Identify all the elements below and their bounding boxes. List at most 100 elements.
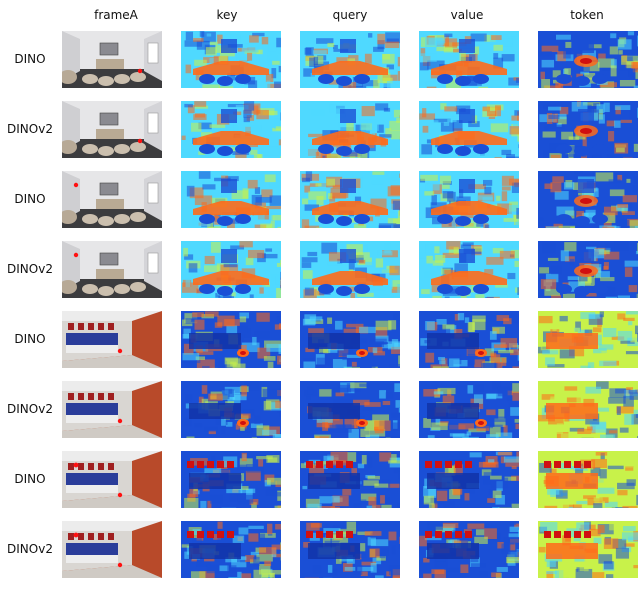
heatmap-value	[419, 171, 519, 228]
heatmap-token	[538, 241, 638, 298]
query-point-marker	[73, 182, 79, 188]
heatmap-image	[419, 171, 519, 228]
heatmap-token	[538, 451, 638, 508]
heatmap-image	[538, 171, 638, 228]
heatmap-key	[181, 521, 281, 578]
heatmap-query	[300, 381, 400, 438]
query-point-marker	[73, 532, 79, 538]
heatmap-image	[181, 311, 281, 368]
heatmap-image	[300, 241, 400, 298]
heatmap-value	[419, 241, 519, 298]
heatmap-image	[181, 521, 281, 578]
heatmap-image	[181, 451, 281, 508]
heatmap-token	[538, 171, 638, 228]
row-label: DINO	[14, 52, 46, 66]
heatmap-query	[300, 101, 400, 158]
frame-image	[62, 101, 162, 158]
frame-thumbnail	[62, 521, 162, 578]
frame-thumbnail	[62, 311, 162, 368]
col-header-key: key	[216, 8, 238, 22]
heatmap-query	[300, 241, 400, 298]
heatmap-value	[419, 31, 519, 88]
heatmap-image	[538, 521, 638, 578]
heatmap-image	[181, 101, 281, 158]
row-label: DINOv2	[7, 262, 53, 276]
col-header-token: token	[570, 8, 604, 22]
heatmap-query	[300, 31, 400, 88]
row-label: DINO	[14, 332, 46, 346]
heatmap-image	[419, 101, 519, 158]
frame-thumbnail	[62, 451, 162, 508]
heatmap-image	[538, 101, 638, 158]
frame-thumbnail	[62, 381, 162, 438]
heatmap-image	[419, 241, 519, 298]
heatmap-image	[419, 451, 519, 508]
heatmap-token	[538, 101, 638, 158]
heatmap-value	[419, 311, 519, 368]
frame-image	[62, 451, 162, 508]
heatmap-token	[538, 521, 638, 578]
heatmap-query	[300, 171, 400, 228]
heatmap-image	[300, 31, 400, 88]
heatmap-image	[538, 31, 638, 88]
row-label: DINOv2	[7, 542, 53, 556]
col-header-framea: frameA	[94, 8, 138, 22]
heatmap-image	[419, 381, 519, 438]
row-label: DINOv2	[7, 402, 53, 416]
frame-image	[62, 311, 162, 368]
heatmap-key	[181, 311, 281, 368]
heatmap-key	[181, 381, 281, 438]
heatmap-image	[419, 311, 519, 368]
heatmap-image	[300, 311, 400, 368]
heatmap-key	[181, 241, 281, 298]
col-header-value: value	[450, 8, 484, 22]
heatmap-key	[181, 171, 281, 228]
heatmap-image	[181, 241, 281, 298]
col-header-query: query	[332, 8, 368, 22]
heatmap-image	[538, 451, 638, 508]
heatmap-image	[181, 171, 281, 228]
frame-image	[62, 171, 162, 228]
query-point-marker	[117, 492, 123, 498]
heatmap-image	[300, 451, 400, 508]
heatmap-query	[300, 521, 400, 578]
heatmap-value	[419, 381, 519, 438]
heatmap-key	[181, 31, 281, 88]
heatmap-query	[300, 451, 400, 508]
query-point-marker	[137, 138, 143, 144]
heatmap-image	[419, 521, 519, 578]
query-point-marker	[73, 462, 79, 468]
heatmap-image	[538, 241, 638, 298]
heatmap-image	[300, 171, 400, 228]
heatmap-image	[181, 381, 281, 438]
heatmap-image	[538, 311, 638, 368]
query-point-marker	[117, 418, 123, 424]
heatmap-key	[181, 101, 281, 158]
heatmap-query	[300, 311, 400, 368]
heatmap-image	[300, 521, 400, 578]
query-point-marker	[117, 562, 123, 568]
query-point-marker	[117, 348, 123, 354]
query-point-marker	[73, 252, 79, 258]
heatmap-value	[419, 521, 519, 578]
frame-image	[62, 241, 162, 298]
query-point-marker	[137, 68, 143, 74]
frame-thumbnail	[62, 101, 162, 158]
heatmap-image	[181, 31, 281, 88]
row-label: DINO	[14, 192, 46, 206]
heatmap-image	[300, 381, 400, 438]
heatmap-token	[538, 311, 638, 368]
row-label: DINOv2	[7, 122, 53, 136]
frame-thumbnail	[62, 241, 162, 298]
heatmap-image	[419, 31, 519, 88]
frame-image	[62, 31, 162, 88]
heatmap-value	[419, 101, 519, 158]
frame-image	[62, 381, 162, 438]
frame-image	[62, 521, 162, 578]
heatmap-value	[419, 451, 519, 508]
heatmap-image	[300, 101, 400, 158]
frame-thumbnail	[62, 171, 162, 228]
frame-thumbnail	[62, 31, 162, 88]
heatmap-token	[538, 381, 638, 438]
heatmap-token	[538, 31, 638, 88]
